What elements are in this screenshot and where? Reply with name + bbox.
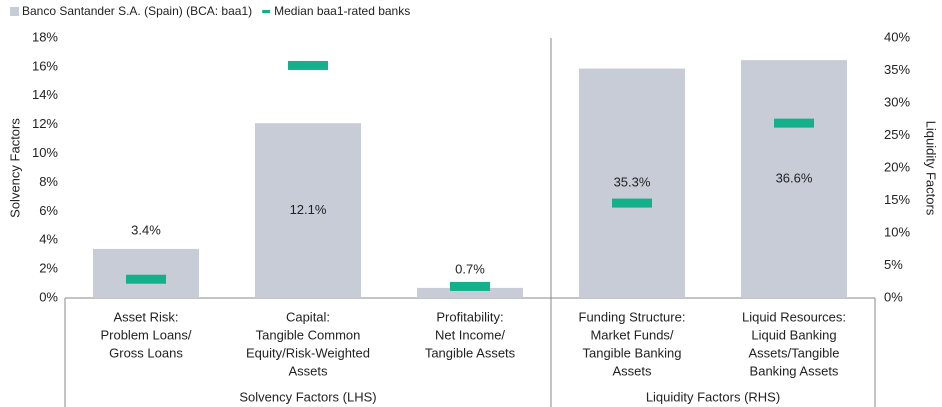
x-tick-label: Profitability: xyxy=(436,309,503,324)
x-tick-label: Assets xyxy=(288,363,328,378)
y2-tick-label: 10% xyxy=(884,224,910,239)
x-tick-label: Capital: xyxy=(286,309,330,324)
data-label: 36.6% xyxy=(776,170,813,185)
x-tick-label: Assets/Tangible xyxy=(748,345,839,360)
data-label: 12.1% xyxy=(290,202,327,217)
bar xyxy=(741,60,847,298)
y2-tick-label: 0% xyxy=(884,289,903,304)
legend-swatch xyxy=(10,7,19,16)
y-axis-label: Solvency Factors xyxy=(7,118,22,218)
x-tick-label: Assets xyxy=(612,363,652,378)
x-tick-label: Liquid Banking xyxy=(751,327,836,342)
y2-tick-label: 25% xyxy=(884,127,910,142)
data-label: 0.7% xyxy=(455,261,485,276)
legend-label: Banco Santander S.A. (Spain) (BCA: baa1) xyxy=(22,4,252,18)
group-label: Solvency Factors (LHS) xyxy=(239,389,376,404)
y-tick-label: 6% xyxy=(39,203,58,218)
x-tick-label: Banking Assets xyxy=(750,363,839,378)
y2-tick-label: 40% xyxy=(884,29,910,44)
bar xyxy=(255,123,361,298)
x-tick-label: Asset Risk: xyxy=(113,309,178,324)
bar xyxy=(579,68,685,298)
y-tick-label: 14% xyxy=(32,87,58,102)
median-marker xyxy=(288,60,328,70)
x-tick-label: Tangible Assets xyxy=(425,345,516,360)
y-tick-label: 18% xyxy=(32,29,58,44)
y-tick-label: 2% xyxy=(39,261,58,276)
y2-tick-label: 5% xyxy=(884,257,903,272)
y2-tick-label: 20% xyxy=(884,159,910,174)
y-tick-label: 0% xyxy=(39,289,58,304)
x-tick-label: Gross Loans xyxy=(109,345,183,360)
bar xyxy=(417,287,523,298)
median-marker xyxy=(612,198,652,208)
x-tick-label: Problem Loans/ xyxy=(100,327,191,342)
legend-label: Median baa1-rated banks xyxy=(274,4,410,18)
x-tick-label: Equity/Risk-Weighted xyxy=(246,345,370,360)
group-label: Liquidity Factors (RHS) xyxy=(646,389,780,404)
y2-tick-label: 35% xyxy=(884,62,910,77)
legend-swatch xyxy=(262,10,271,13)
data-label: 35.3% xyxy=(614,175,651,190)
y2-axis-label: Liquidity Factors xyxy=(924,121,939,216)
y-tick-label: 8% xyxy=(39,174,58,189)
x-tick-label: Liquid Resources: xyxy=(742,309,846,324)
median-marker xyxy=(126,274,166,284)
y-tick-label: 16% xyxy=(32,58,58,73)
x-tick-label: Tangible Banking xyxy=(582,345,681,360)
median-marker xyxy=(450,281,490,291)
y2-tick-label: 15% xyxy=(884,192,910,207)
x-tick-label: Tangible Common xyxy=(256,327,361,342)
data-label: 3.4% xyxy=(131,222,161,237)
y-tick-label: 10% xyxy=(32,145,58,160)
x-tick-label: Funding Structure: xyxy=(579,309,686,324)
median-marker xyxy=(774,118,814,128)
y-tick-label: 4% xyxy=(39,232,58,247)
x-tick-label: Net Income/ xyxy=(435,327,505,342)
x-tick-label: Market Funds/ xyxy=(590,327,673,342)
y-tick-label: 12% xyxy=(32,116,58,131)
y2-tick-label: 30% xyxy=(884,94,910,109)
bar xyxy=(93,248,199,298)
